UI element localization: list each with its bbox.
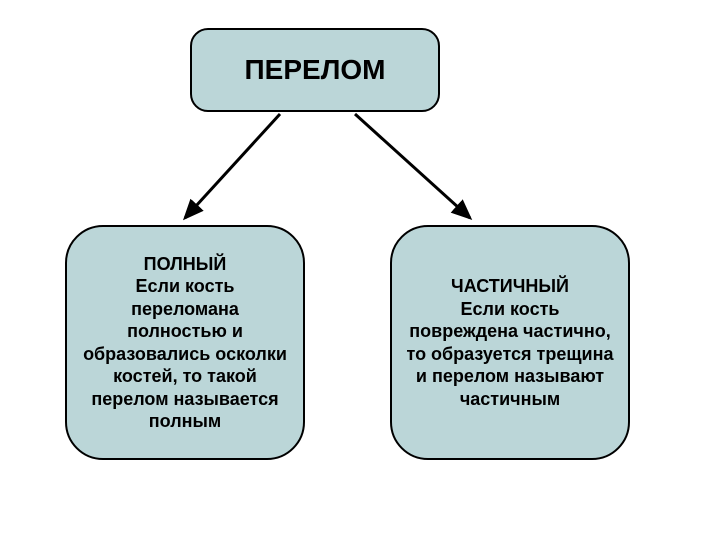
root-node: ПЕРЕЛОМ xyxy=(190,28,440,112)
child-full-title: ПОЛНЫЙ xyxy=(144,253,227,276)
child-partial-title: ЧАСТИЧНЫЙ xyxy=(451,275,569,298)
diagram-canvas: ПЕРЕЛОМ ПОЛНЫЙ Если кость переломана пол… xyxy=(0,0,720,540)
child-node-partial: ЧАСТИЧНЫЙ Если кость повреждена частично… xyxy=(390,225,630,460)
arrow-to-full xyxy=(185,114,280,218)
root-title: ПЕРЕЛОМ xyxy=(245,54,386,86)
child-partial-body: Если кость повреждена частично, то образ… xyxy=(406,298,614,411)
child-full-body: Если кость переломана полностью и образо… xyxy=(81,275,289,433)
arrow-to-partial xyxy=(355,114,470,218)
child-node-full: ПОЛНЫЙ Если кость переломана полностью и… xyxy=(65,225,305,460)
